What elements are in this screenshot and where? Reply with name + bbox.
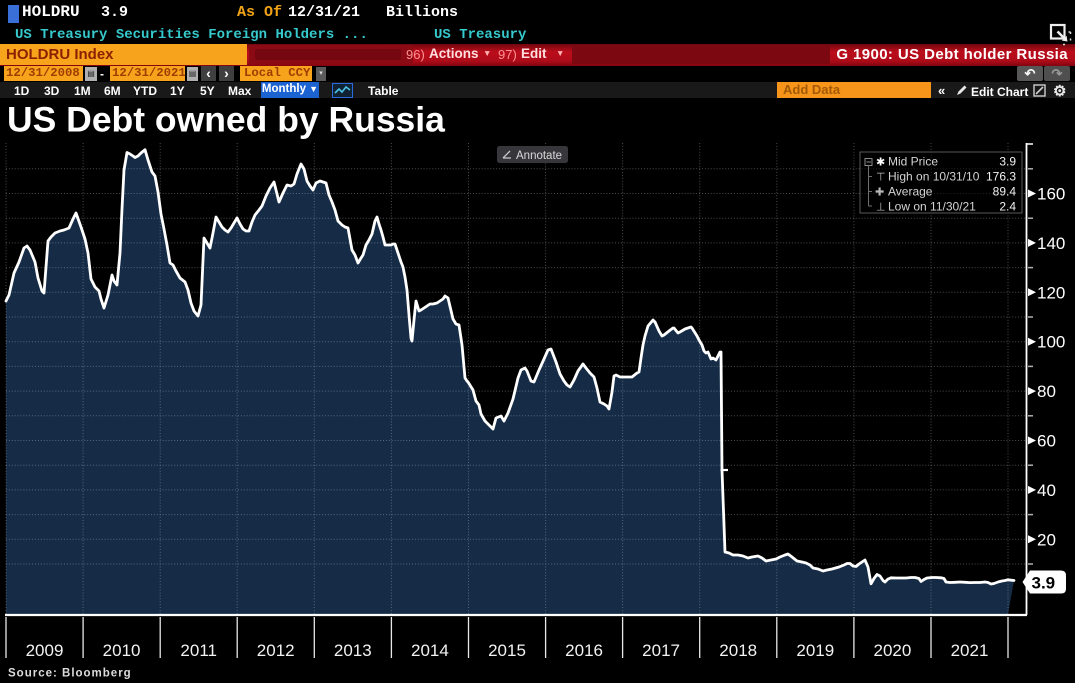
svg-text:80: 80 — [1037, 382, 1056, 401]
svg-text:3.9: 3.9 — [999, 155, 1016, 169]
svg-text:20: 20 — [1037, 530, 1056, 549]
svg-text:✱: ✱ — [876, 157, 885, 169]
svg-text:US Debt owned by Russia: US Debt owned by Russia — [7, 100, 445, 140]
svg-text:140: 140 — [1037, 234, 1065, 253]
svg-text:120: 120 — [1037, 283, 1065, 302]
svg-text:High on 10/31/10: High on 10/31/10 — [888, 170, 980, 184]
svg-text:3.9: 3.9 — [1032, 574, 1056, 593]
svg-text:2009: 2009 — [26, 641, 64, 660]
svg-text:2011: 2011 — [180, 641, 217, 660]
svg-text:40: 40 — [1037, 481, 1056, 500]
svg-text:160: 160 — [1037, 185, 1065, 204]
svg-text:176.3: 176.3 — [986, 170, 1016, 184]
svg-text:⊥: ⊥ — [876, 202, 886, 214]
svg-text:60: 60 — [1037, 432, 1056, 451]
svg-text:2.4: 2.4 — [999, 200, 1016, 214]
svg-text:2017: 2017 — [642, 641, 680, 660]
svg-text:Annotate: Annotate — [516, 150, 562, 162]
svg-text:✚: ✚ — [875, 187, 884, 199]
svg-text:⊤: ⊤ — [876, 172, 886, 184]
svg-text:Low on 11/30/21: Low on 11/30/21 — [888, 200, 976, 214]
svg-text:2012: 2012 — [257, 641, 295, 660]
svg-text:Source: Bloomberg: Source: Bloomberg — [8, 668, 132, 680]
svg-text:2010: 2010 — [103, 641, 141, 660]
svg-text:2020: 2020 — [873, 641, 911, 660]
svg-text:2019: 2019 — [796, 641, 834, 660]
svg-text:2015: 2015 — [488, 641, 526, 660]
svg-text:2018: 2018 — [719, 641, 757, 660]
svg-text:2013: 2013 — [334, 641, 372, 660]
svg-text:89.4: 89.4 — [993, 185, 1017, 199]
svg-text:2021: 2021 — [951, 641, 989, 660]
svg-text:2014: 2014 — [411, 641, 449, 660]
svg-text:Average: Average — [888, 185, 933, 199]
svg-text:Mid Price: Mid Price — [888, 155, 938, 169]
svg-text:2016: 2016 — [565, 641, 603, 660]
svg-text:100: 100 — [1037, 333, 1065, 352]
